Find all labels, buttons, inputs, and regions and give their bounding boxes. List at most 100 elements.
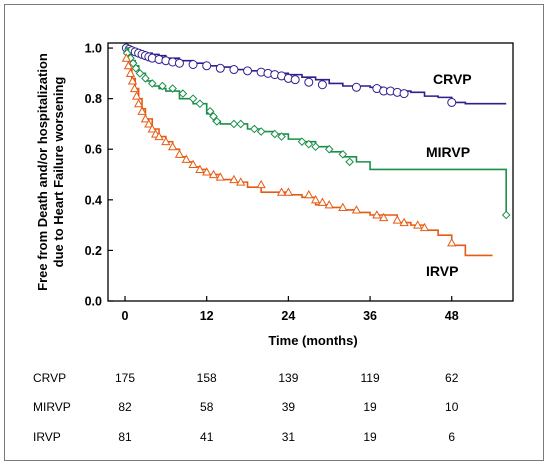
y-tick-label: 0.0 xyxy=(85,295,102,309)
risk-count: 19 xyxy=(363,400,377,414)
data-point-irvp xyxy=(310,194,321,204)
data-point-crvp xyxy=(304,77,314,87)
data-point-irvp xyxy=(215,172,225,181)
data-point-irvp xyxy=(161,136,171,146)
data-point-mirvp xyxy=(158,81,167,91)
data-point-mirvp xyxy=(277,132,286,141)
x-tick-label: 0 xyxy=(122,309,129,323)
data-point-irvp xyxy=(125,68,136,77)
risk-count: 82 xyxy=(118,400,132,414)
data-point-mirvp xyxy=(147,79,157,88)
risk-count: 119 xyxy=(360,371,379,385)
axes: 0.0 0.2 0.4 0.6 0.8 1.0 0 12 24 36 48 xyxy=(85,42,514,323)
y-tick-label: 0.8 xyxy=(85,92,102,106)
risk-count: 139 xyxy=(278,371,298,385)
data-point-mirvp xyxy=(141,74,150,83)
risk-count: 10 xyxy=(445,400,459,414)
data-point-irvp xyxy=(283,187,294,196)
data-point-mirvp xyxy=(338,149,348,159)
data-point-irvp xyxy=(129,83,140,93)
data-point-irvp xyxy=(372,210,382,219)
risk-count: 81 xyxy=(118,430,132,444)
risk-count: 19 xyxy=(363,430,377,444)
data-point-irvp xyxy=(168,141,178,151)
data-point-irvp xyxy=(123,60,134,70)
data-point-crvp xyxy=(290,75,300,85)
data-point-irvp xyxy=(208,169,219,179)
data-point-mirvp xyxy=(250,124,259,134)
data-point-crvp xyxy=(447,97,457,107)
risk-row-label: MIRVP xyxy=(33,400,71,414)
data-point-mirvp xyxy=(209,112,218,121)
x-tick-label: 48 xyxy=(445,309,459,323)
data-point-mirvp xyxy=(256,127,266,136)
data-point-irvp xyxy=(413,220,423,229)
data-point-crvp xyxy=(317,80,327,90)
risk-count: 158 xyxy=(197,371,217,385)
y-tick-label: 0.2 xyxy=(85,244,102,258)
figure-frame xyxy=(4,4,544,461)
data-point-irvp xyxy=(276,187,287,196)
data-point-irvp xyxy=(229,174,239,184)
data-point-mirvp xyxy=(324,144,334,154)
series-label-irvp: IRVP xyxy=(426,263,458,279)
data-point-mirvp xyxy=(501,210,511,220)
data-point-crvp xyxy=(202,61,212,71)
data-point-crvp xyxy=(399,89,409,99)
risk-count: 58 xyxy=(200,400,214,414)
data-point-irvp xyxy=(140,114,151,123)
x-tick-label: 12 xyxy=(200,309,214,323)
series-label-mirvp: MIRVP xyxy=(426,144,470,160)
data-point-crvp xyxy=(229,65,239,75)
data-point-irvp xyxy=(147,124,157,133)
data-point-irvp xyxy=(127,76,138,85)
data-point-mirvp xyxy=(178,89,188,98)
data-point-irvp xyxy=(351,205,362,214)
data-point-irvp xyxy=(379,212,389,222)
data-point-irvp xyxy=(131,91,142,100)
risk-count: 6 xyxy=(448,430,455,444)
series-mirvp xyxy=(122,47,511,220)
risk-row-label: IRVP xyxy=(33,430,61,444)
data-point-mirvp xyxy=(135,69,145,78)
data-point-irvp xyxy=(236,177,246,186)
data-point-irvp xyxy=(317,197,328,206)
y-tick-label: 0.4 xyxy=(85,193,102,207)
data-point-mirvp xyxy=(229,119,239,129)
y-tick-label: 0.6 xyxy=(85,143,102,157)
x-tick-label: 24 xyxy=(281,309,295,323)
data-point-mirvp xyxy=(168,84,177,93)
plot-area xyxy=(121,43,511,257)
data-point-irvp xyxy=(399,217,409,227)
data-point-mirvp xyxy=(205,106,215,116)
data-point-mirvp xyxy=(195,99,205,109)
risk-count: 39 xyxy=(282,400,296,414)
data-point-irvp xyxy=(338,202,348,211)
risk-row-label: CRVP xyxy=(33,371,66,385)
data-point-irvp xyxy=(174,149,185,158)
risk-count: 31 xyxy=(282,430,296,444)
data-point-irvp xyxy=(181,154,191,163)
y-tick-label: 1.0 xyxy=(85,42,102,56)
data-point-crvp xyxy=(174,58,184,68)
data-point-crvp xyxy=(351,82,361,92)
data-point-irvp xyxy=(256,179,266,189)
data-point-irvp xyxy=(447,237,457,247)
risk-count: 175 xyxy=(115,371,135,385)
data-point-mirvp xyxy=(311,142,320,152)
risk-count: 41 xyxy=(200,430,214,444)
risk-table: CRVP 175 158 139 119 62 MIRVP 82 58 39 19 10 IRVP 81 4… xyxy=(33,371,459,444)
data-point-irvp xyxy=(144,119,154,128)
plot-border xyxy=(107,42,514,302)
data-point-irvp xyxy=(195,164,205,174)
data-point-mirvp xyxy=(188,94,198,103)
y-axis-label-line2: due to Heart Failure worsening xyxy=(51,77,66,268)
data-point-mirvp xyxy=(270,129,280,139)
data-point-crvp xyxy=(243,66,253,76)
data-point-irvp xyxy=(202,167,212,176)
risk-count: 62 xyxy=(445,371,459,385)
data-point-mirvp xyxy=(131,63,141,73)
data-point-irvp xyxy=(324,200,334,209)
y-axis-label-line1: Free from Death and/or hospitalization xyxy=(35,53,50,291)
